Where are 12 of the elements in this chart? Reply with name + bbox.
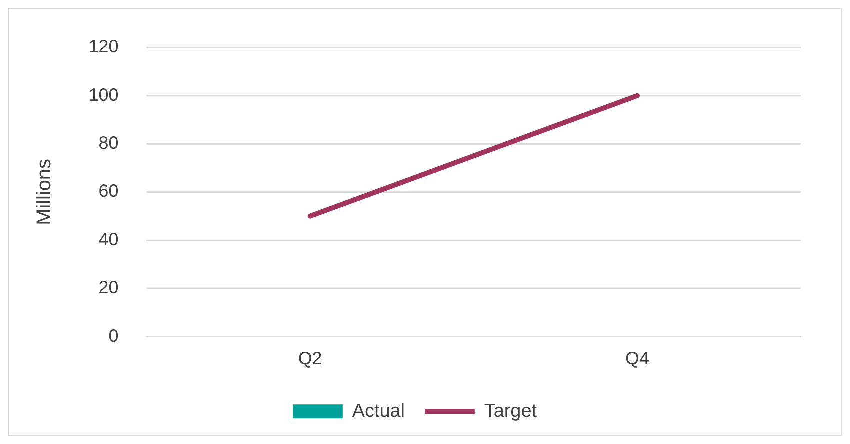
y-tick-label: 40 — [98, 229, 119, 250]
x-tick-label: Q4 — [626, 348, 650, 368]
legend-label: Target — [484, 400, 538, 422]
y-tick-label: 120 — [88, 36, 119, 57]
x-tick-label: Q2 — [298, 348, 322, 368]
y-tick-label: 0 — [108, 326, 119, 346]
y-tick-label: 60 — [98, 181, 119, 202]
y-tick-label: 80 — [98, 132, 119, 153]
y-tick-label: 100 — [88, 84, 119, 105]
legend-label: Actual — [352, 400, 406, 422]
y-axis-title: Millions — [33, 159, 56, 226]
y-tick-label: 20 — [98, 278, 119, 298]
